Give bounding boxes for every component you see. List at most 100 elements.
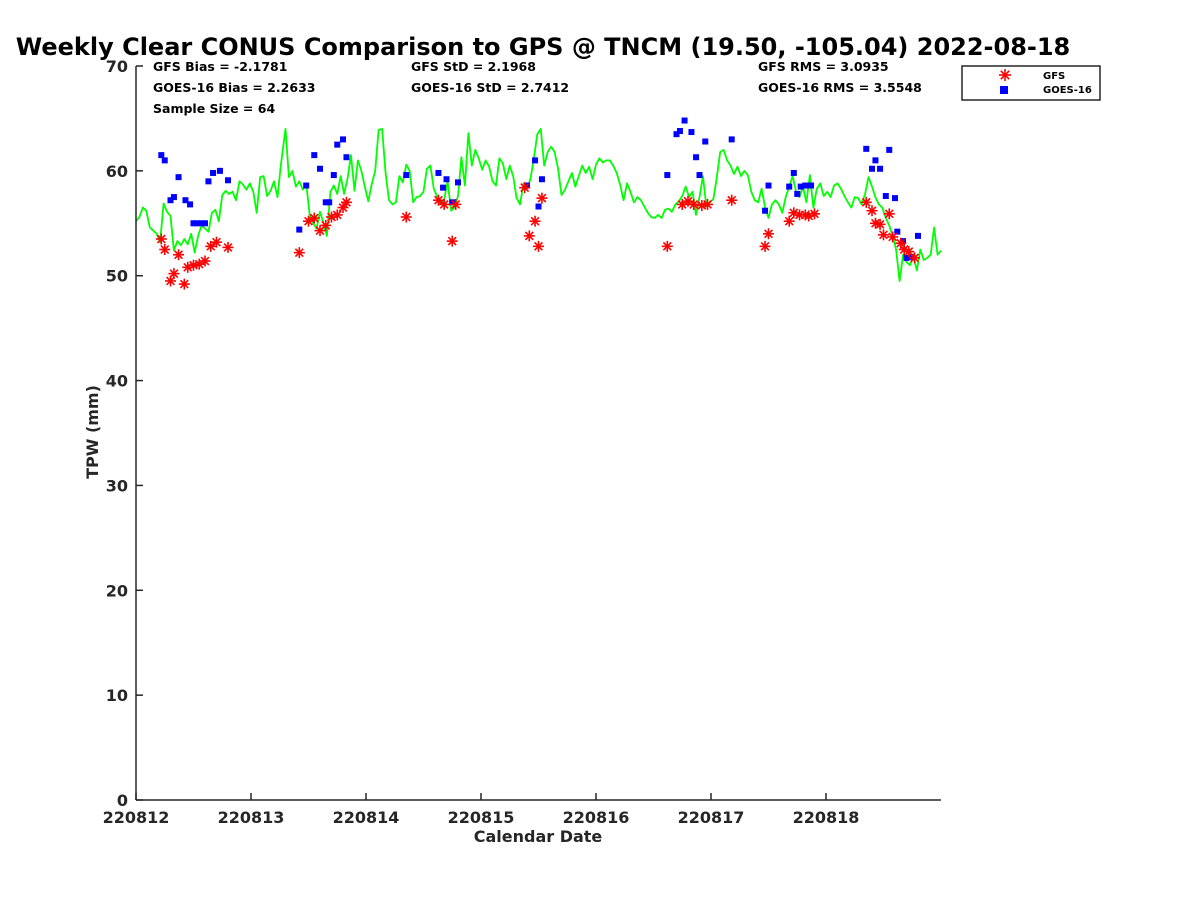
- gfs-point: [199, 255, 211, 267]
- gfs-point: [883, 208, 895, 220]
- y-tick-label: 30: [106, 476, 128, 495]
- y-tick-label: 0: [117, 791, 128, 810]
- gfs-point: [293, 247, 305, 259]
- gfs-point: [173, 249, 185, 261]
- goes16-point: [330, 172, 337, 179]
- goes16-point: [538, 176, 545, 183]
- goes16-point: [877, 165, 884, 172]
- goes16-point: [435, 169, 442, 176]
- x-tick-label: 220818: [793, 808, 860, 827]
- goes16-point: [664, 172, 671, 179]
- gfs-std-text: GFS StD = 2.1968: [411, 59, 536, 74]
- sample-size-text: Sample Size = 64: [153, 101, 275, 116]
- legend-box: [961, 65, 1101, 101]
- x-tick-label: 220815: [448, 808, 515, 827]
- gfs-point: [340, 196, 352, 208]
- gfs-point: [314, 225, 326, 237]
- gfs-point: [331, 209, 343, 221]
- gfs-point: [155, 233, 167, 245]
- goes16-point: [808, 182, 815, 189]
- goes16-point: [892, 195, 898, 202]
- gfs-point: [211, 236, 222, 248]
- goes16-bias-text: GOES-16 Bias = 2.2633: [153, 80, 315, 95]
- legend: GFS GOES-16: [961, 65, 1101, 101]
- gfs-bias-text: GFS Bias = -2.1781: [153, 59, 287, 74]
- gfs-point: [168, 268, 180, 280]
- goes16-point: [175, 174, 182, 181]
- gfs-point: [159, 244, 171, 255]
- goes16-point: [794, 190, 801, 197]
- y-tick-label: 60: [106, 162, 128, 181]
- chart-title: Weekly Clear CONUS Comparison to GPS @ T…: [16, 33, 1071, 61]
- gfs-point: [887, 231, 899, 243]
- gps-series-line: [135, 127, 942, 282]
- gfs-point: [308, 212, 320, 224]
- goes16-point: [296, 226, 303, 233]
- gfs-point: [222, 241, 234, 253]
- goes16-point: [894, 228, 901, 235]
- goes16-point: [909, 253, 916, 260]
- gfs-point: [523, 230, 535, 242]
- gfs-point: [909, 252, 921, 264]
- gfs-point: [432, 194, 444, 206]
- goes16-point: [786, 183, 793, 190]
- gfs-point: [860, 196, 872, 208]
- gfs-point: [702, 198, 714, 210]
- goes16-point: [440, 184, 447, 191]
- legend-goes16-label: GOES-16: [1043, 85, 1092, 96]
- goes16-point: [886, 146, 893, 153]
- legend-gfs-marker: [999, 69, 1011, 81]
- gfs-point: [320, 219, 332, 231]
- goes16-point: [340, 136, 346, 143]
- gfs-point: [874, 218, 886, 230]
- goes16-point: [532, 157, 539, 164]
- goes16-point: [765, 182, 772, 189]
- y-tick-label: 40: [106, 372, 128, 391]
- goes16-point: [728, 136, 735, 143]
- goes16-point: [182, 197, 189, 204]
- goes16-point: [693, 154, 700, 161]
- gfs-point: [205, 240, 217, 252]
- goes16-point: [167, 197, 174, 204]
- goes16-point: [343, 154, 350, 161]
- goes16-point: [158, 152, 165, 159]
- y-tick-label: 70: [106, 57, 128, 76]
- goes16-point: [210, 169, 217, 176]
- goes16-point: [915, 232, 921, 239]
- goes16-point: [311, 152, 318, 159]
- goes16-point: [205, 178, 212, 185]
- gfs-point: [529, 215, 541, 227]
- gfs-point: [878, 229, 889, 241]
- gfs-rms-text: GFS RMS = 3.0935: [758, 59, 889, 74]
- y-tick-label: 20: [106, 581, 128, 600]
- gfs-point: [726, 194, 738, 206]
- goes16-point: [170, 194, 177, 201]
- axes: 0 10 20 30 40 50 60 70 220812 220813 220814 220815 2…: [103, 57, 941, 827]
- goes16-point: [334, 141, 341, 148]
- goes16-std-text: GOES-16 StD = 2.7412: [411, 80, 569, 95]
- gfs-point: [783, 215, 795, 227]
- gfs-point: [533, 240, 544, 252]
- goes16-point: [225, 177, 231, 184]
- x-tick-label: 220816: [563, 808, 630, 827]
- y-axis-label: TPW (mm): [83, 385, 102, 479]
- goes16-point: [190, 220, 197, 227]
- goes16-point: [455, 179, 461, 186]
- x-tick-label: 220812: [103, 808, 170, 827]
- gfs-point: [450, 198, 462, 210]
- gfs-point: [536, 192, 548, 204]
- gfs-point: [438, 198, 450, 210]
- gfs-point: [763, 228, 774, 240]
- goes16-point: [193, 220, 200, 227]
- goes16-point: [673, 131, 680, 138]
- statistics-annotations: GFS Bias = -2.1781 GFS StD = 2.1968 GFS RM…: [153, 59, 922, 116]
- goes16-point: [403, 172, 410, 179]
- gfs-point: [193, 258, 205, 270]
- goes16-point: [903, 254, 910, 261]
- goes16-point: [790, 169, 797, 176]
- x-tick-label: 220817: [678, 808, 745, 827]
- plot-area: [135, 117, 942, 290]
- goes16-point: [696, 172, 703, 179]
- goes16-point: [681, 117, 688, 124]
